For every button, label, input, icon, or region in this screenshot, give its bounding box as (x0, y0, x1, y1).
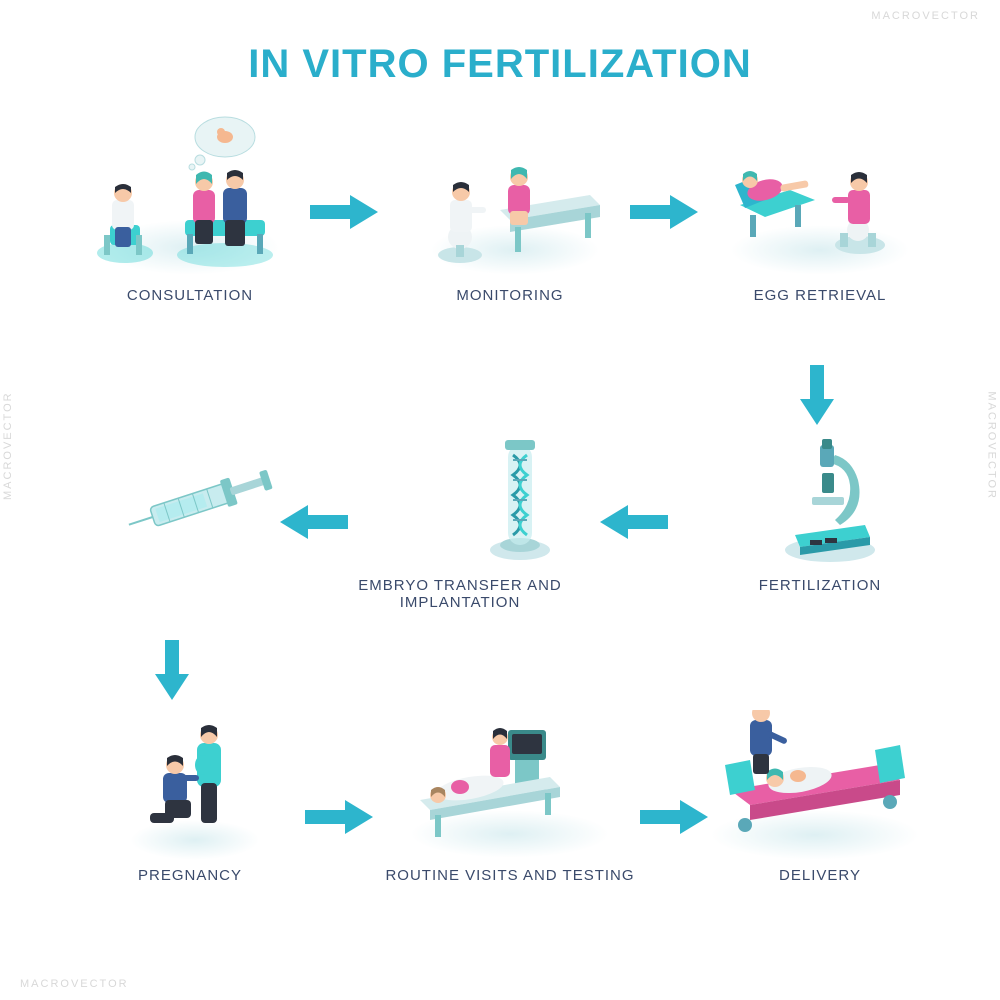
stage-fertilization: FERTILIZATION (690, 415, 950, 594)
egg-retrieval-illustration (720, 125, 920, 275)
stage-egg-retrieval: EGG RETRIEVAL (690, 125, 950, 304)
stage-label: EMBRYO TRANSFER AND IMPLANTATION (300, 577, 620, 611)
stage-label: ROUTINE VISITS AND TESTING (385, 867, 634, 884)
fertilization-illustration (720, 415, 920, 565)
embryo-illustration (360, 415, 560, 565)
stage-embryo-transfer: EMBRYO TRANSFER AND IMPLANTATION (300, 415, 620, 611)
doctor-figure (90, 175, 160, 265)
test-tube-icon (480, 430, 560, 565)
stage-label: FERTILIZATION (759, 577, 881, 594)
stage-monitoring: MONITORING (380, 125, 640, 304)
pregnancy-scene (135, 715, 255, 855)
couple-figure (165, 160, 285, 270)
stage-delivery: DELIVERY (690, 705, 950, 884)
syringe-illustration (100, 415, 300, 565)
stage-label: PREGNANCY (138, 867, 242, 884)
consultation-illustration (90, 125, 290, 275)
syringe-icon (120, 460, 290, 540)
delivery-illustration (700, 705, 940, 855)
stage-consultation: CONSULTATION (60, 125, 320, 304)
pregnancy-illustration (90, 705, 290, 855)
watermark: MACROVECTOR (20, 978, 129, 990)
ultrasound-scene (400, 715, 630, 855)
stage-label: MONITORING (456, 287, 563, 304)
flow-arrow-icon (155, 640, 189, 700)
stage-label: CONSULTATION (127, 287, 253, 304)
stage-routine: ROUTINE VISITS AND TESTING (360, 705, 660, 884)
flow-arrow-icon (310, 195, 378, 229)
stage-syringe (70, 415, 330, 577)
stage-label: EGG RETRIEVAL (754, 287, 887, 304)
watermark: MACROVECTOR (2, 391, 14, 500)
stage-label: DELIVERY (779, 867, 861, 884)
monitoring-scene (420, 155, 610, 275)
page-title: IN VITRO FERTILIZATION (0, 0, 1000, 87)
monitoring-illustration (410, 125, 610, 275)
retrieval-scene (720, 145, 920, 275)
microscope-icon (770, 425, 890, 565)
stage-pregnancy: PREGNANCY (60, 705, 320, 884)
watermark: MACROVECTOR (986, 391, 998, 500)
flow-arrow-icon (630, 195, 698, 229)
delivery-scene (700, 710, 940, 855)
watermark: MACROVECTOR (871, 10, 980, 22)
routine-illustration (390, 705, 630, 855)
